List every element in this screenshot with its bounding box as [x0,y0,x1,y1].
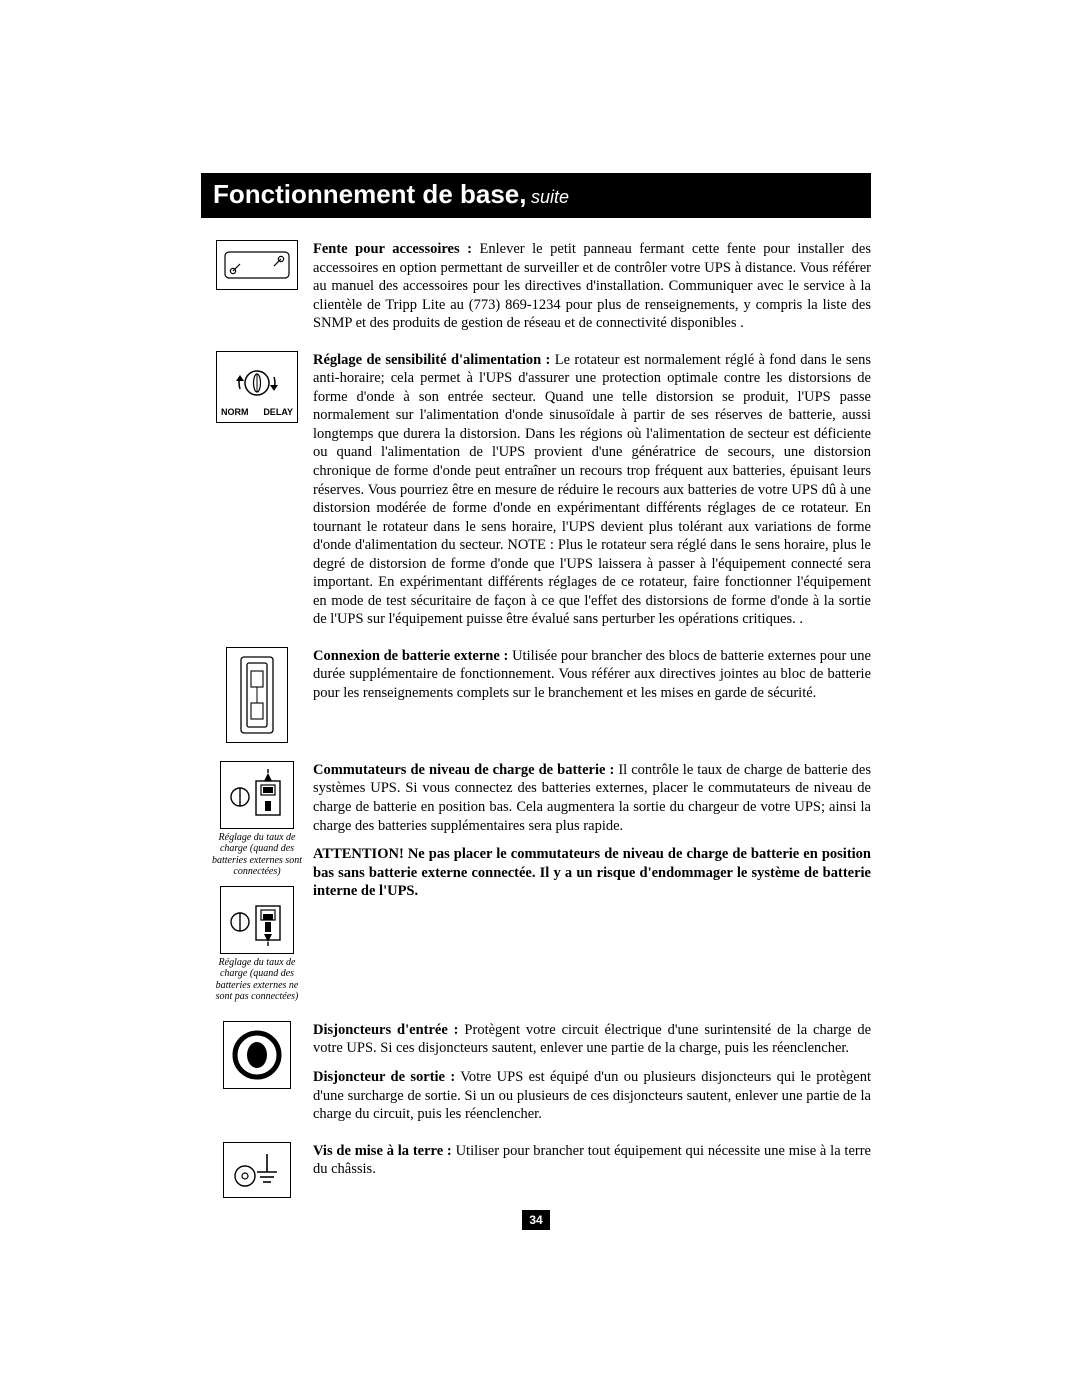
text-column: Disjoncteurs d'entrée : Protègent votre … [313,1021,871,1124]
lead-text: Vis de mise à la terre : [313,1143,452,1159]
section-ground: Vis de mise à la terre : Utiliser pour b… [201,1142,871,1198]
breaker-icon [223,1021,291,1089]
paragraph: Connexion de batterie externe : Utilisée… [313,647,871,703]
icon-column [201,240,313,290]
section-accessory-slot: Fente pour accessoires : Enlever le peti… [201,240,871,333]
text-column: Commutateurs de niveau de charge de batt… [313,761,871,901]
section-charge-level: Réglage du taux de charge (quand des bat… [201,761,871,1003]
page-number: 34 [522,1210,549,1230]
text-column: Connexion de batterie externe : Utilisée… [313,647,871,703]
norm-label: NORM [221,407,249,417]
icon-caption: Réglage du taux de charge (quand des bat… [212,957,302,1003]
paragraph: Commutateurs de niveau de charge de batt… [313,761,871,835]
lead-text: Connexion de batterie externe : [313,648,508,664]
lead-text: Disjoncteur de sortie : [313,1069,455,1085]
charge-switch-down-icon [220,761,294,829]
manual-page: Fonctionnement de base, suite Fente pour… [201,173,871,1230]
text-column: Réglage de sensibilité d'alimentation : … [313,351,871,629]
body-text: Le rotateur est normalement réglé à fond… [313,352,871,628]
dial-labels: NORM DELAY [221,407,293,417]
text-column: Fente pour accessoires : Enlever le peti… [313,240,871,333]
delay-label: DELAY [263,407,293,417]
sensitivity-dial-icon: NORM DELAY [216,351,298,423]
lead-text: Fente pour accessoires : [313,241,472,257]
icon-column [201,647,313,743]
section-battery-connection: Connexion de batterie externe : Utilisée… [201,647,871,743]
header-title: Fonctionnement de base, [213,179,527,209]
lead-text: Disjoncteurs d'entrée : [313,1022,459,1038]
battery-connector-icon [226,647,288,743]
accessory-slot-icon [216,240,298,290]
icon-column: NORM DELAY [201,351,313,423]
paragraph: Disjoncteurs d'entrée : Protègent votre … [313,1021,871,1058]
section-breakers: Disjoncteurs d'entrée : Protègent votre … [201,1021,871,1124]
lead-text: Réglage de sensibilité d'alimentation : [313,352,550,368]
paragraph: Disjoncteur de sortie : Votre UPS est éq… [313,1068,871,1124]
header-subtitle: suite [531,187,569,207]
paragraph: Fente pour accessoires : Enlever le peti… [313,240,871,333]
paragraph: Réglage de sensibilité d'alimentation : … [313,351,871,629]
warning-paragraph: ATTENTION! Ne pas placer le commutateurs… [313,845,871,901]
section-header: Fonctionnement de base, suite [201,173,871,218]
warning-text: ATTENTION! Ne pas placer le commutateurs… [313,846,871,899]
icon-column: Réglage du taux de charge (quand des bat… [201,761,313,1003]
page-number-container: 34 [201,1210,871,1230]
ground-icon [223,1142,291,1198]
icon-column [201,1021,313,1089]
lead-text: Commutateurs de niveau de charge de batt… [313,762,614,778]
charge-switch-up-icon [220,886,294,954]
icon-caption: Réglage du taux de charge (quand des bat… [212,832,302,878]
text-column: Vis de mise à la terre : Utiliser pour b… [313,1142,871,1179]
section-sensitivity: NORM DELAY Réglage de sensibilité d'alim… [201,351,871,629]
paragraph: Vis de mise à la terre : Utiliser pour b… [313,1142,871,1179]
icon-column [201,1142,313,1198]
